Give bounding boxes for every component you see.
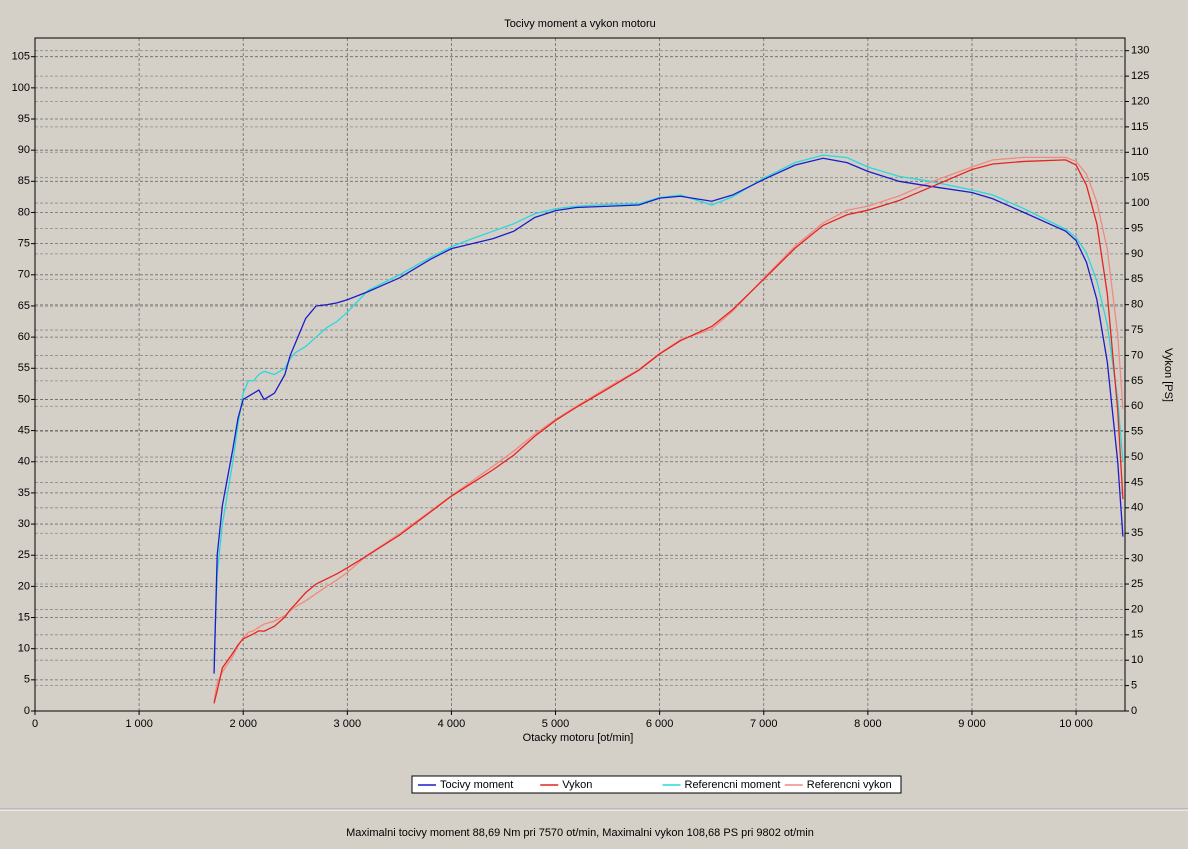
y-tick-label: 90	[18, 144, 30, 156]
data-line	[213, 157, 1124, 674]
y-tick-label: 50	[18, 393, 30, 405]
y2-tick-label: 25	[1131, 578, 1143, 590]
y-tick-label: 40	[18, 456, 30, 468]
legend-label: Referencni moment	[685, 779, 781, 791]
x-tick-label: 4 000	[438, 718, 466, 730]
y2-tick-label: 0	[1131, 705, 1137, 717]
y2-tick-label: 110	[1131, 146, 1149, 158]
y-tick-label: 80	[18, 206, 30, 218]
y2-tick-label: 60	[1131, 400, 1143, 412]
y2-tick-label: 65	[1131, 375, 1143, 387]
chart-title: Tocivy moment a vykon motoru	[504, 18, 656, 30]
y2-tick-label: 70	[1131, 349, 1143, 361]
y-tick-label: 55	[18, 362, 30, 374]
y-tick-label: 105	[12, 51, 30, 63]
y2-tick-label: 20	[1131, 603, 1143, 615]
legend-label: Tocivy moment	[440, 779, 513, 791]
legend-box	[411, 775, 902, 794]
y2-tick-label: 40	[1131, 502, 1143, 514]
y2-tick-label: 100	[1131, 197, 1149, 209]
plot-frame	[34, 37, 1126, 712]
y2-tick-label: 50	[1131, 451, 1143, 463]
y-tick-label: 25	[18, 549, 30, 561]
y2-tick-label: 10	[1131, 654, 1143, 666]
y-tick-label: 65	[18, 300, 30, 312]
x-tick-label: 2 000	[229, 718, 257, 730]
data-line	[213, 156, 1124, 701]
x-tick-label: 3 000	[334, 718, 362, 730]
y-tick-label: 45	[18, 424, 30, 436]
plot-background	[35, 38, 1125, 711]
y-tick-label: 60	[18, 331, 30, 343]
y-tick-label: 75	[18, 238, 30, 250]
x-tick-label: 0	[32, 718, 38, 730]
y2-axis-label: Vykon [PS]	[1162, 348, 1174, 402]
y2-tick-label: 15	[1131, 629, 1143, 641]
x-tick-label: 6 000	[646, 718, 674, 730]
x-tick-label: 7 000	[750, 718, 778, 730]
y-tick-label: 85	[18, 175, 30, 187]
y-tick-label: 15	[18, 611, 30, 623]
y2-tick-label: 35	[1131, 527, 1143, 539]
legend-label: Referencni vykon	[807, 779, 892, 791]
x-tick-label: 5 000	[542, 718, 570, 730]
y2-tick-label: 105	[1131, 172, 1149, 184]
x-tick-label: 10 000	[1059, 718, 1093, 730]
x-tick-label: 9 000	[958, 718, 986, 730]
y-tick-label: 30	[18, 518, 30, 530]
y2-tick-label: 95	[1131, 222, 1143, 234]
y2-tick-label: 80	[1131, 299, 1143, 311]
data-line	[213, 159, 1124, 704]
y-tick-label: 5	[24, 674, 30, 686]
y2-tick-label: 115	[1131, 121, 1149, 133]
x-axis-label: Otacky motoru [ot/min]	[523, 732, 634, 744]
y2-tick-label: 75	[1131, 324, 1143, 336]
y-tick-label: 10	[18, 643, 30, 655]
legend-label: Vykon	[562, 779, 592, 791]
y2-tick-label: 55	[1131, 426, 1143, 438]
y2-tick-label: 30	[1131, 553, 1143, 565]
y2-tick-label: 85	[1131, 273, 1143, 285]
y-tick-label: 0	[24, 705, 30, 717]
x-tick-label: 8 000	[854, 718, 882, 730]
y-tick-label: 95	[18, 113, 30, 125]
y-tick-label: 20	[18, 580, 30, 592]
y-tick-label: 70	[18, 269, 30, 281]
data-line	[213, 154, 1124, 662]
y-tick-label: 35	[18, 487, 30, 499]
x-tick-label: 1 000	[125, 718, 153, 730]
y2-tick-label: 120	[1131, 95, 1149, 107]
y2-tick-label: 130	[1131, 45, 1149, 57]
y2-tick-label: 90	[1131, 248, 1143, 260]
y2-tick-label: 5	[1131, 680, 1137, 692]
y-tick-label: 100	[12, 82, 30, 94]
y2-tick-label: 45	[1131, 476, 1143, 488]
footer-note: Maximalni tocivy moment 88,69 Nm pri 757…	[346, 827, 814, 839]
y2-tick-label: 125	[1131, 70, 1149, 82]
